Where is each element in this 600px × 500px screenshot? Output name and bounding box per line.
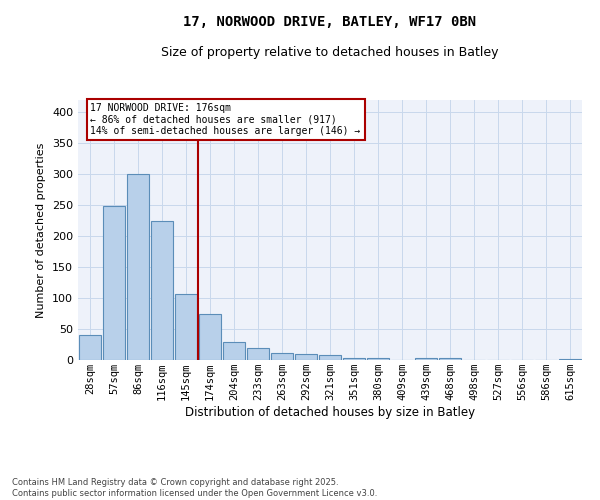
Bar — [415, 358, 437, 360]
Bar — [223, 342, 245, 360]
Bar — [79, 335, 101, 360]
Bar — [343, 358, 365, 360]
Bar — [295, 354, 317, 360]
X-axis label: Distribution of detached houses by size in Batley: Distribution of detached houses by size … — [185, 406, 475, 419]
Text: 17, NORWOOD DRIVE, BATLEY, WF17 0BN: 17, NORWOOD DRIVE, BATLEY, WF17 0BN — [184, 16, 476, 30]
Bar — [271, 352, 293, 360]
Bar — [199, 314, 221, 360]
Bar — [439, 358, 461, 360]
Text: Size of property relative to detached houses in Batley: Size of property relative to detached ho… — [161, 46, 499, 59]
Bar — [151, 222, 173, 360]
Bar — [367, 358, 389, 360]
Bar — [247, 348, 269, 360]
Bar — [175, 294, 197, 360]
Bar — [319, 355, 341, 360]
Text: Contains HM Land Registry data © Crown copyright and database right 2025.
Contai: Contains HM Land Registry data © Crown c… — [12, 478, 377, 498]
Bar — [127, 174, 149, 360]
Bar — [103, 206, 125, 360]
Y-axis label: Number of detached properties: Number of detached properties — [37, 142, 46, 318]
Text: 17 NORWOOD DRIVE: 176sqm
← 86% of detached houses are smaller (917)
14% of semi-: 17 NORWOOD DRIVE: 176sqm ← 86% of detach… — [91, 103, 361, 136]
